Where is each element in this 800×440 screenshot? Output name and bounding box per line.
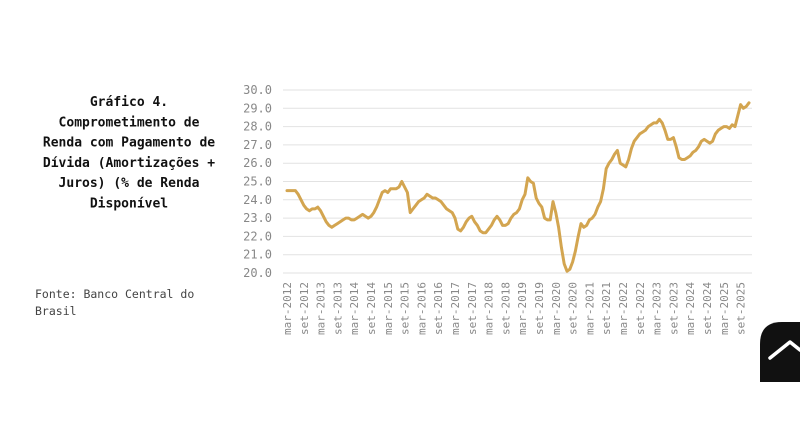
y-tick-label: 22.0 <box>243 229 272 243</box>
plot <box>285 101 751 273</box>
x-tick-label: mar-2013 <box>315 282 328 335</box>
data-line <box>285 101 751 273</box>
x-tick-label: mar-2022 <box>617 282 630 335</box>
x-tick-label: mar-2020 <box>550 282 563 335</box>
chart-title: Juros) (% de Renda <box>59 176 200 191</box>
x-tick-label: set-2024 <box>701 282 714 335</box>
x-tick-label: set-2012 <box>298 282 311 335</box>
y-tick-label: 24.0 <box>243 193 272 207</box>
x-tick-label: mar-2015 <box>382 282 395 335</box>
source-note: Fonte: Banco Central do <box>35 287 194 301</box>
y-tick-label: 30.0 <box>243 83 272 97</box>
scroll-top-button[interactable] <box>760 322 800 382</box>
x-labels: mar-2012 set-2012 mar-2013 set-2013 mar-2014… <box>281 282 748 335</box>
x-tick-label: mar-2019 <box>516 282 529 335</box>
x-tick-label: set-2018 <box>499 282 512 335</box>
title-block: Gráfico 4. Comprometimento de Renda com Pa… <box>35 95 215 318</box>
x-tick-label: set-2023 <box>667 282 680 335</box>
x-tick-label: mar-2016 <box>415 282 428 335</box>
x-tick-label: set-2020 <box>567 282 580 335</box>
y-tick-label: 21.0 <box>243 248 272 262</box>
source-note: Brasil <box>35 304 77 318</box>
chart-title: Disponível <box>90 197 168 212</box>
x-tick-label: mar-2021 <box>583 282 596 335</box>
x-tick-label: set-2014 <box>365 282 378 335</box>
x-tick-label: set-2013 <box>331 282 344 335</box>
x-tick-label: mar-2017 <box>449 282 462 335</box>
chart-title: Dívida (Amortizações + <box>43 156 215 171</box>
chart-title: Comprometimento de <box>59 115 200 130</box>
x-tick-label: set-2021 <box>600 282 613 335</box>
y-tick-label: 20.0 <box>243 266 272 280</box>
y-tick-label: 28.0 <box>243 120 272 134</box>
x-tick-label: mar-2025 <box>718 282 731 335</box>
x-tick-label: mar-2024 <box>684 282 697 335</box>
chart-title: Renda com Pagamento de <box>43 136 215 151</box>
x-tick-label: mar-2023 <box>651 282 664 335</box>
y-tick-label: 23.0 <box>243 211 272 225</box>
y-tick-label: 29.0 <box>243 101 272 115</box>
x-tick-label: set-2016 <box>432 282 445 335</box>
chart-title: Gráfico 4. <box>90 95 168 110</box>
x-tick-label: set-2015 <box>399 282 412 335</box>
x-tick-label: set-2017 <box>466 282 479 335</box>
grid: 20.0 21.0 22.0 23.0 24.0 25.0 26.0 27.0 28.0 29.0… <box>243 83 752 280</box>
y-tick-label: 25.0 <box>243 175 272 189</box>
x-tick-label: set-2019 <box>533 282 546 335</box>
x-tick-label: mar-2018 <box>483 282 496 335</box>
x-tick-label: mar-2014 <box>348 282 361 335</box>
x-tick-label: mar-2012 <box>281 282 294 335</box>
x-tick-label: set-2025 <box>735 282 748 335</box>
x-tick-label: set-2022 <box>634 282 647 335</box>
chevron-icon[interactable] <box>768 340 800 360</box>
y-tick-label: 26.0 <box>243 156 272 170</box>
y-tick-label: 27.0 <box>243 138 272 152</box>
